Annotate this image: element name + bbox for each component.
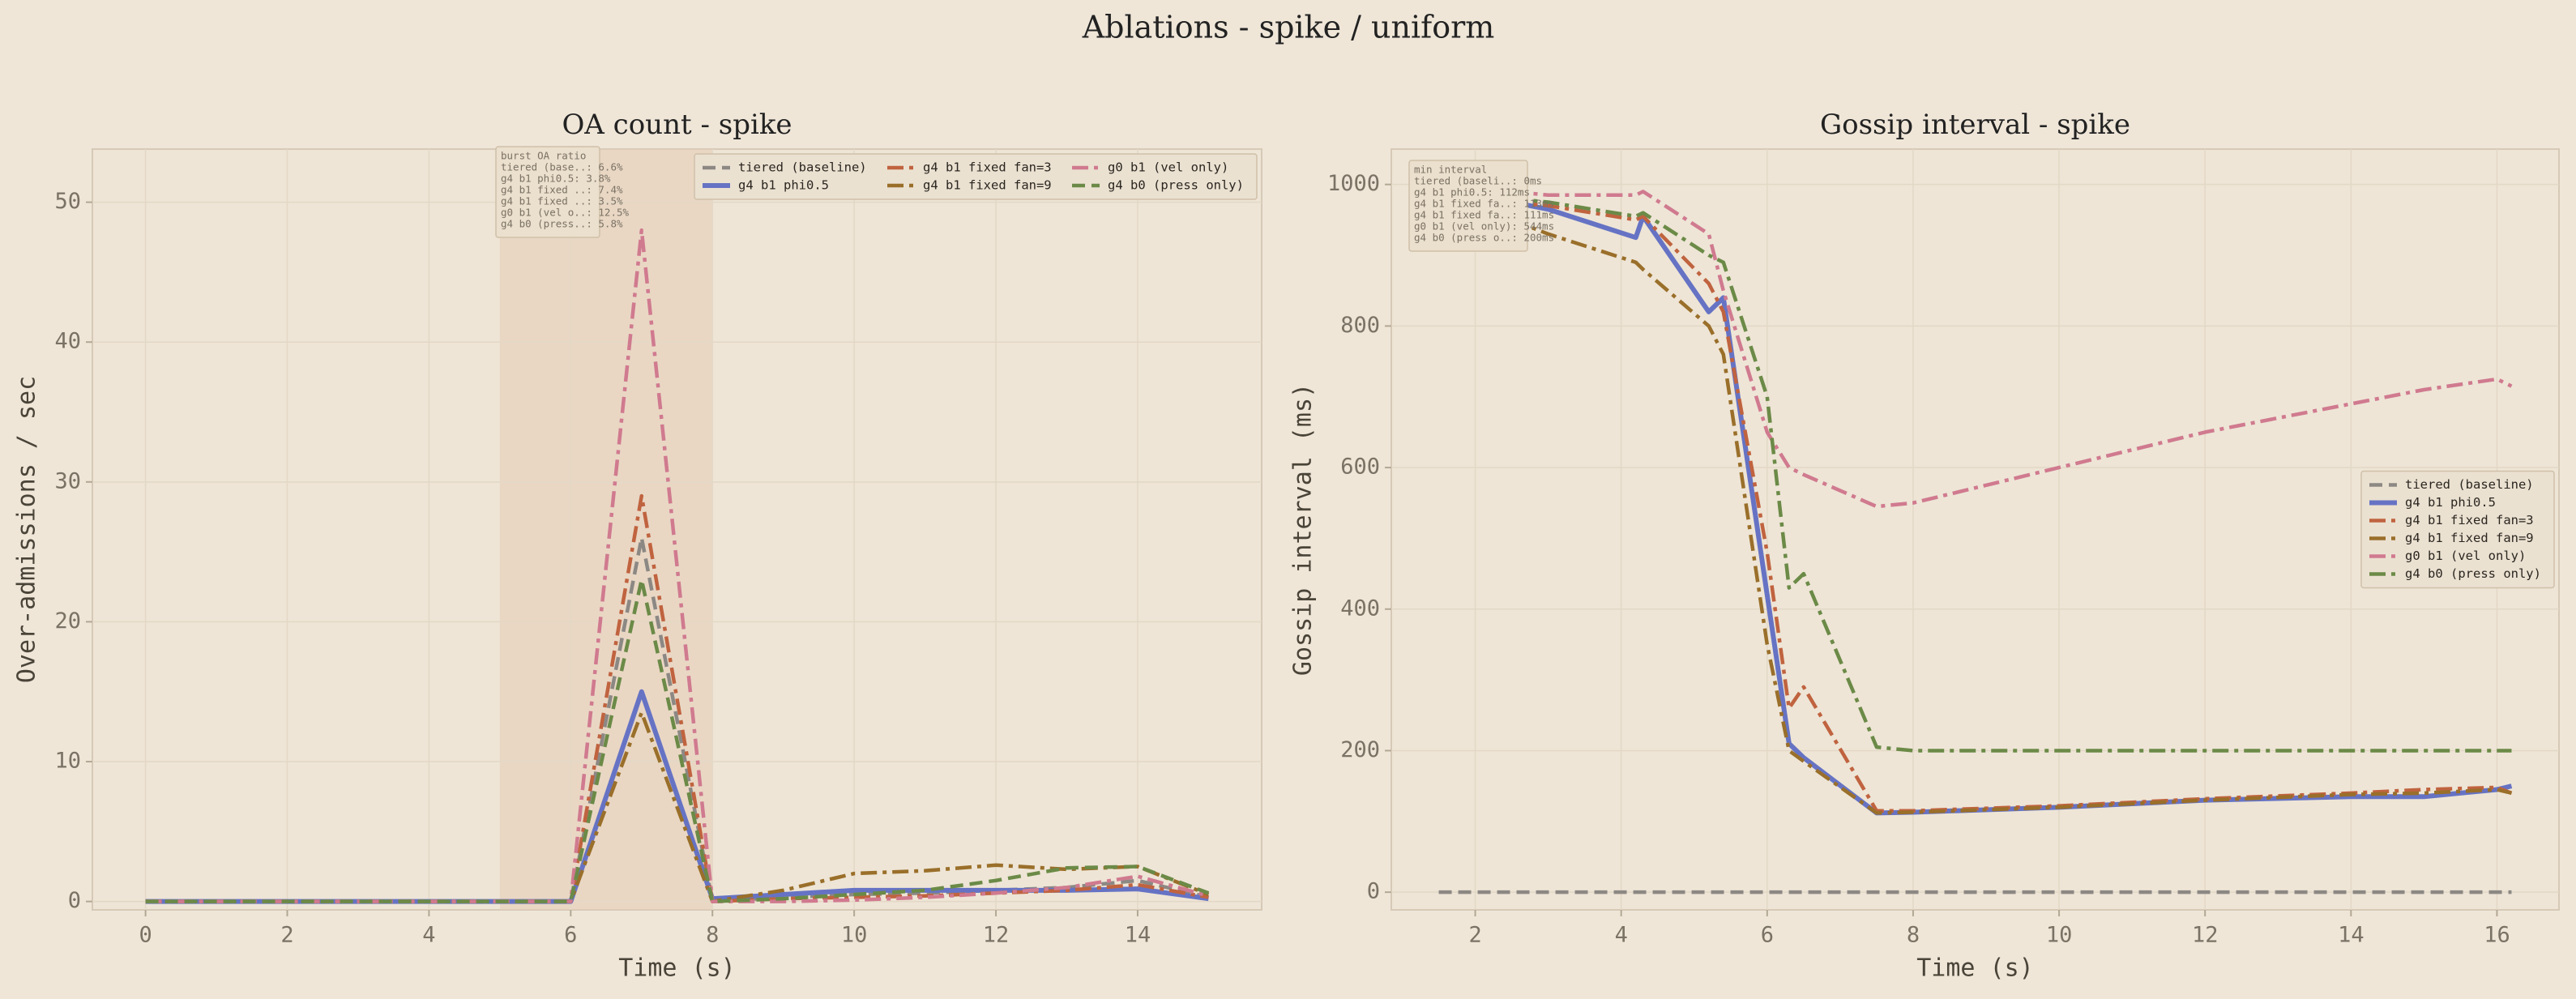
legend-label: g4 b1 phi0.5 — [2405, 495, 2496, 510]
chart-title: OA count - spike — [562, 109, 792, 141]
x-tick-label: 14 — [2338, 923, 2365, 948]
x-tick-label: 2 — [1468, 923, 1481, 948]
annotation-line: tiered (baseli..: 0ms — [1414, 175, 1542, 187]
annotation-line: g4 b1 fixed ..: 3.5% — [501, 195, 623, 207]
annotation-line: g4 b1 fixed fa..: 111ms — [1414, 209, 1554, 221]
legend-label: g4 b1 fixed fan=3 — [2405, 513, 2534, 527]
series-line — [1511, 190, 2513, 509]
chart-title: Gossip interval - spike — [1820, 109, 2130, 141]
annotation-line: g0 b1 (vel o..: 12.5% — [501, 207, 630, 219]
figure-title: Ablations - spike / uniform — [1082, 10, 1495, 45]
y-tick-label: 40 — [54, 329, 81, 354]
legend-frame — [694, 153, 1258, 200]
x-tick-label: 12 — [2192, 923, 2219, 948]
annotation-line: g4 b1 fixed fa..: 113ms — [1414, 198, 1554, 210]
legend-label: g4 b1 phi0.5 — [738, 178, 829, 193]
x-tick-label: 4 — [422, 923, 435, 948]
x-tick-label: 8 — [706, 923, 719, 948]
legend-label: tiered (baseline) — [738, 160, 867, 175]
y-tick-label: 200 — [1340, 737, 1380, 762]
x-tick-label: 10 — [841, 923, 868, 948]
legend-label: g4 b0 (press only) — [2405, 566, 2541, 581]
annotation-frame — [1408, 160, 1528, 252]
legend-label: g0 b1 (vel only) — [1108, 160, 1228, 175]
legend-frame — [2360, 470, 2555, 589]
legend-label: g4 b0 (press only) — [1108, 178, 1244, 193]
shaded-span — [499, 149, 713, 910]
annotation-line: g4 b0 (press o..: 200ms — [1414, 232, 1554, 244]
y-axis-label: Gossip interval (ms) — [1289, 383, 1318, 676]
x-tick-label: 0 — [139, 923, 152, 948]
annotation-line: g4 b1 phi0.5: 112ms — [1414, 186, 1530, 199]
y-tick-label: 10 — [54, 749, 81, 774]
legend-label: g4 b1 fixed fan=9 — [2405, 531, 2534, 545]
annotation-line: g4 b1 fixed ..: 7.4% — [501, 184, 623, 196]
x-tick-label: 8 — [1907, 923, 1920, 948]
x-tick-label: 16 — [2484, 923, 2510, 948]
y-tick-label: 1000 — [1327, 171, 1380, 196]
series-line — [1511, 200, 2513, 813]
annotation-line: g4 b0 (press..: 5.8% — [501, 218, 623, 230]
x-axis-label: Time (s) — [1916, 954, 2034, 983]
annotation-line: min interval — [1414, 164, 1487, 176]
legend: tiered (baseline) g4 b1 phi0.5 g4 b1 fixed… — [694, 153, 1258, 200]
x-tick-label: 6 — [564, 923, 577, 948]
y-tick-label: 600 — [1340, 455, 1380, 480]
y-tick-label: 20 — [54, 608, 81, 634]
series-line — [1510, 218, 2512, 815]
x-axis-label: Time (s) — [618, 954, 736, 983]
x-tick-label: 12 — [983, 923, 1010, 948]
legend-label: g4 b1 fixed fan=9 — [923, 178, 1052, 193]
y-tick-label: 800 — [1340, 313, 1380, 338]
legend-label: g4 b1 fixed fan=3 — [923, 160, 1052, 175]
y-tick-label: 50 — [54, 189, 81, 214]
series-line — [145, 711, 1210, 903]
x-tick-label: 4 — [1615, 923, 1628, 948]
x-tick-label: 10 — [2046, 923, 2073, 948]
series-line — [145, 228, 1210, 903]
x-tick-label: 6 — [1761, 923, 1774, 948]
annotation-frame — [495, 146, 600, 238]
series-line — [1511, 199, 2513, 816]
annotation-line: g0 b1 (vel only): 544ms — [1414, 220, 1554, 233]
annotation-line: burst OA ratio — [501, 150, 586, 162]
legend-label: tiered (baseline) — [2405, 477, 2534, 492]
y-tick-label: 400 — [1340, 596, 1380, 621]
y-tick-label: 0 — [1367, 879, 1380, 904]
y-tick-label: 0 — [68, 888, 81, 913]
x-tick-label: 2 — [280, 923, 293, 948]
legend: tiered (baseline) g4 b1 phi0.5 g4 b1 fixed… — [2360, 470, 2555, 589]
series-line — [145, 578, 1210, 903]
annotation-line: g4 b1 phi0.5: 3.8% — [501, 173, 611, 185]
legend-label: g0 b1 (vel only) — [2405, 549, 2526, 563]
y-tick-label: 30 — [54, 468, 81, 493]
series-line — [1511, 196, 2512, 753]
x-tick-label: 14 — [1125, 923, 1151, 948]
y-axis-label: Over-admissions / sec — [13, 376, 41, 683]
annotation-line: tiered (base..: 6.6% — [501, 161, 623, 173]
